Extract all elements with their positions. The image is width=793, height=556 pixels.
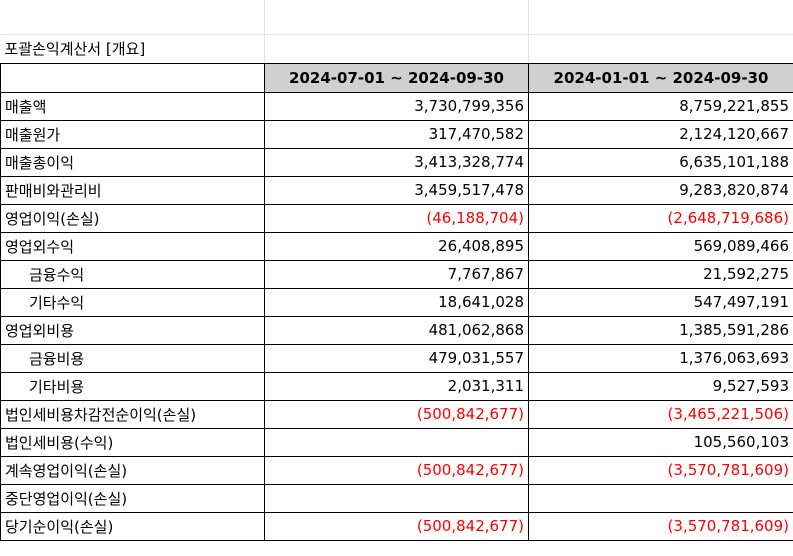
table-row: 금융비용 479,031,557 1,376,063,693: [0, 343, 793, 373]
table-row: 중단영업이익(손실): [0, 483, 793, 513]
row-label[interactable]: 기타비용: [0, 371, 265, 401]
value-ytd[interactable]: 1,385,591,286: [528, 315, 793, 345]
value-ytd[interactable]: 9,527,593: [528, 371, 793, 401]
table-row: 영업외수익 26,408,895 569,089,466: [0, 231, 793, 261]
row-label[interactable]: 당기순이익(손실): [0, 511, 265, 541]
row-label[interactable]: 금융비용: [0, 343, 265, 373]
value-q3[interactable]: 7,767,867: [264, 259, 529, 289]
row-label[interactable]: 영업외수익: [0, 231, 265, 261]
column-header-ytd[interactable]: 2024-01-01 ~ 2024-09-30: [528, 62, 793, 93]
table-row: 계속영업이익(손실) (500,842,677) (3,570,781,609): [0, 455, 793, 485]
row-label[interactable]: 매출액: [0, 91, 265, 121]
value-ytd[interactable]: 8,759,221,855: [528, 91, 793, 121]
table-row: 금융수익 7,767,867 21,592,275: [0, 259, 793, 289]
value-ytd[interactable]: (3,570,781,609): [528, 455, 793, 485]
value-ytd[interactable]: (3,465,221,506): [528, 399, 793, 429]
table-row: 매출원가 317,470,582 2,124,120,667: [0, 119, 793, 149]
cell[interactable]: [264, 34, 529, 64]
table-row: 법인세비용(수익) 105,560,103: [0, 427, 793, 457]
row-label[interactable]: 매출원가: [0, 119, 265, 149]
row-label[interactable]: 계속영업이익(손실): [0, 455, 265, 485]
row-label[interactable]: 법인세비용차감전순이익(손실): [0, 399, 265, 429]
sheet-title[interactable]: 포괄손익계산서 [개요]: [0, 34, 265, 64]
value-ytd[interactable]: 1,376,063,693: [528, 343, 793, 373]
value-q3[interactable]: 317,470,582: [264, 119, 529, 149]
value-q3[interactable]: 18,641,028: [264, 287, 529, 317]
value-q3[interactable]: (46,188,704): [264, 203, 529, 233]
value-ytd[interactable]: (3,570,781,609): [528, 511, 793, 541]
cell[interactable]: [0, 0, 265, 35]
value-ytd[interactable]: 6,635,101,188: [528, 147, 793, 177]
value-q3[interactable]: 2,031,311: [264, 371, 529, 401]
value-q3[interactable]: 3,413,328,774: [264, 147, 529, 177]
table-row: 판매비와관리비 3,459,517,478 9,283,820,874: [0, 175, 793, 205]
cell[interactable]: [528, 34, 793, 64]
cell[interactable]: [264, 0, 529, 35]
value-ytd[interactable]: (2,648,719,686): [528, 203, 793, 233]
row-label[interactable]: 매출총이익: [0, 147, 265, 177]
value-ytd[interactable]: 21,592,275: [528, 259, 793, 289]
row-label[interactable]: 영업외비용: [0, 315, 265, 345]
value-ytd[interactable]: 547,497,191: [528, 287, 793, 317]
income-statement-table: 포괄손익계산서 [개요] 2024-07-01 ~ 2024-09-30 202…: [0, 0, 793, 541]
cell[interactable]: [528, 0, 793, 35]
value-q3[interactable]: 481,062,868: [264, 315, 529, 345]
row-label[interactable]: 법인세비용(수익): [0, 427, 265, 457]
header-row: 2024-07-01 ~ 2024-09-30 2024-01-01 ~ 202…: [0, 62, 793, 93]
row-label[interactable]: 기타수익: [0, 287, 265, 317]
table-row: 당기순이익(손실) (500,842,677) (3,570,781,609): [0, 511, 793, 541]
value-ytd[interactable]: [528, 483, 793, 513]
value-q3[interactable]: (500,842,677): [264, 455, 529, 485]
table-row: 기타비용 2,031,311 9,527,593: [0, 371, 793, 401]
header-blank-cell[interactable]: [0, 62, 265, 93]
value-ytd[interactable]: 9,283,820,874: [528, 175, 793, 205]
value-q3[interactable]: (500,842,677): [264, 511, 529, 541]
table-row: 매출액 3,730,799,356 8,759,221,855: [0, 91, 793, 121]
value-q3[interactable]: (500,842,677): [264, 399, 529, 429]
value-q3[interactable]: [264, 427, 529, 457]
table-row: 영업이익(손실) (46,188,704) (2,648,719,686): [0, 203, 793, 233]
row-label[interactable]: 중단영업이익(손실): [0, 483, 265, 513]
table-row: 기타수익 18,641,028 547,497,191: [0, 287, 793, 317]
row-label[interactable]: 판매비와관리비: [0, 175, 265, 205]
value-q3[interactable]: 479,031,557: [264, 343, 529, 373]
blank-row: [0, 0, 793, 35]
table-row: 법인세비용차감전순이익(손실) (500,842,677) (3,465,221,5…: [0, 399, 793, 429]
row-label[interactable]: 영업이익(손실): [0, 203, 265, 233]
table-row: 매출총이익 3,413,328,774 6,635,101,188: [0, 147, 793, 177]
value-q3[interactable]: 3,730,799,356: [264, 91, 529, 121]
value-ytd[interactable]: 105,560,103: [528, 427, 793, 457]
value-ytd[interactable]: 569,089,466: [528, 231, 793, 261]
value-q3[interactable]: 3,459,517,478: [264, 175, 529, 205]
row-label[interactable]: 금융수익: [0, 259, 265, 289]
value-ytd[interactable]: 2,124,120,667: [528, 119, 793, 149]
title-row: 포괄손익계산서 [개요]: [0, 34, 793, 64]
value-q3[interactable]: 26,408,895: [264, 231, 529, 261]
column-header-q3[interactable]: 2024-07-01 ~ 2024-09-30: [264, 62, 529, 93]
value-q3[interactable]: [264, 483, 529, 513]
table-row: 영업외비용 481,062,868 1,385,591,286: [0, 315, 793, 345]
